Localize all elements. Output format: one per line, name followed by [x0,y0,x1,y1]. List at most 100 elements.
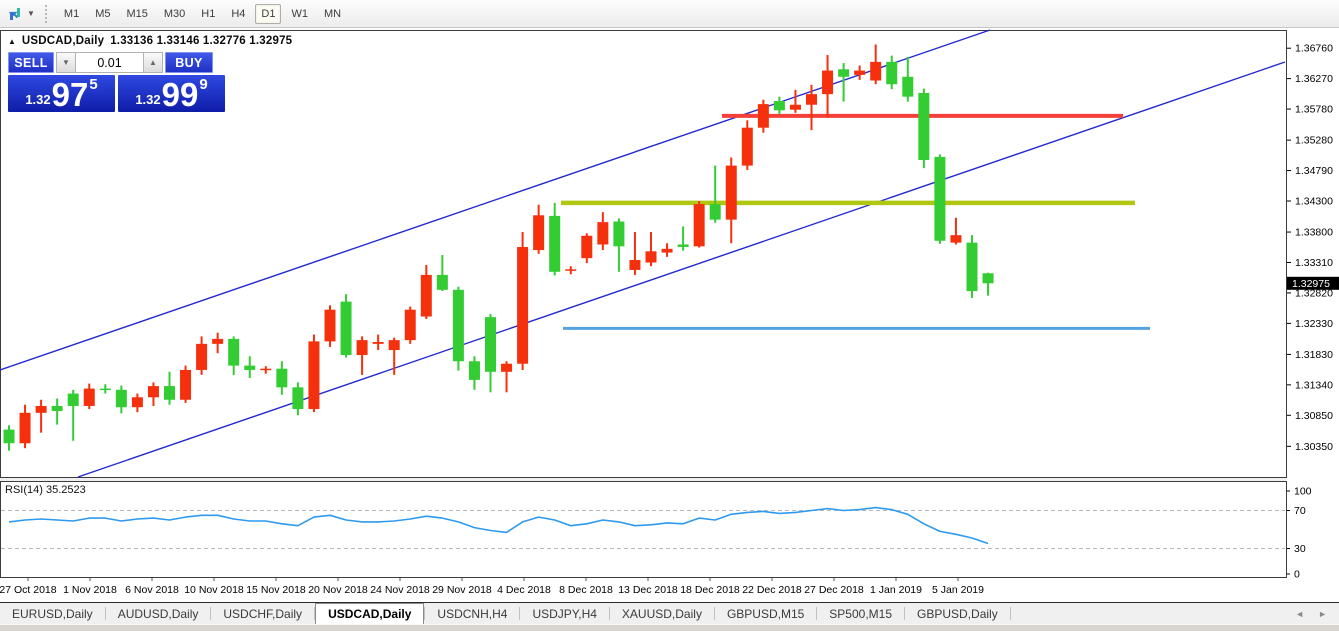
tab-nav-arrows: ◄ ► [1295,603,1339,624]
candle [693,201,705,248]
candle-body [533,215,545,251]
candle-body [340,301,352,356]
sell-price-big-digits: 97 [51,76,89,114]
candle-body [549,215,561,272]
chart-tab-xauusd-daily[interactable]: XAUUSD,Daily [621,606,702,621]
timeframe-button-h4[interactable]: H4 [231,7,246,20]
timeframe-button-m5[interactable]: M5 [95,7,111,20]
candle [388,337,400,375]
timeframe-button-mn[interactable]: MN [323,7,342,20]
candle [468,356,480,390]
date-axis-label: 13 Dec 2018 [618,584,678,596]
date-axis-label: 6 Nov 2018 [125,584,179,596]
candle [308,334,320,413]
candle-body [196,343,208,370]
candle-body [3,429,15,444]
candle-body [292,387,304,410]
candle [452,286,464,371]
candle-body [51,405,63,411]
buy-button-label: BUY [175,55,203,70]
candle [228,336,240,375]
candle-body [35,405,47,413]
chart-tab-usdjpy-h4[interactable]: USDJPY,H4 [532,606,597,621]
tab-separator [1009,607,1011,620]
buy-button[interactable]: BUY [165,52,213,73]
date-axis-label: 24 Nov 2018 [370,584,430,596]
candle [292,382,304,416]
price-axis: 1.36760 1.36270 1.35780 1.35280 1.34790 1.343… [1287,43,1339,453]
candle [485,314,496,393]
candle [83,383,95,410]
candle-body [950,235,962,243]
chevron-down-icon: ▼ [27,9,35,18]
tab-separator [210,607,212,620]
chart-tab-sp500-m15[interactable]: SP500,M15 [829,606,893,621]
price-axis-label: 1.30350 [1295,441,1333,453]
candle-body [629,260,641,270]
buy-price-panel[interactable]: 1.32 99 9 [118,75,225,112]
candle-body [741,127,753,166]
candle [436,255,448,292]
candle [501,361,513,393]
candle-body [870,61,882,81]
candle [741,120,753,170]
tab-separator [904,607,906,620]
timeframe-button-w1[interactable]: W1 [291,7,308,20]
volume-decrease-button[interactable]: ▼ [56,52,76,73]
candle [757,99,769,133]
trendline-channel-lower[interactable] [77,61,1286,478]
date-axis-label: 1 Jan 2019 [870,584,922,596]
candle [934,154,946,244]
chart-tab-eurusd-daily[interactable]: EURUSD,Daily [12,606,93,621]
sell-price-panel[interactable]: 1.32 97 5 [8,75,115,112]
date-axis-label: 22 Dec 2018 [742,584,802,596]
candle-body [372,341,384,344]
candle-body [276,368,288,388]
candle [661,243,673,257]
date-axis-label: 20 Nov 2018 [308,584,368,596]
candle [372,334,384,351]
candle-body [468,361,480,380]
tab-scroll-right-icon[interactable]: ► [1318,608,1327,619]
tab-separator [424,607,426,620]
candle [565,266,577,275]
candle [67,389,79,441]
candle [613,218,625,272]
tab-separator [314,607,316,620]
timeframe-button-d1[interactable]: D1 [255,3,282,24]
candle [164,371,175,405]
chart-tab-usdchf-daily[interactable]: USDCHF,Daily [223,606,303,621]
triangle-up-icon[interactable]: ▲ [8,36,16,46]
volume-increase-button[interactable]: ▲ [143,52,163,73]
candle [709,165,721,223]
timeframe-button-m15[interactable]: M15 [126,7,148,20]
chart-tab-gbpusd-m15[interactable]: GBPUSD,M15 [726,606,805,621]
chart-tab-usdcad-daily[interactable]: USDCAD,Daily [315,603,425,624]
timeframe-button-m30[interactable]: M30 [163,7,186,20]
tab-scroll-left-icon[interactable]: ◄ [1295,608,1305,619]
buy-price-prefix: 1.32 [135,92,161,107]
candle [147,382,159,406]
candle [131,393,143,413]
trade-arrows-toolbutton[interactable]: ▼ [7,6,35,22]
candle-body [420,274,432,317]
candle [629,232,641,275]
timeframe-button-m1[interactable]: M1 [63,7,80,20]
sell-button[interactable]: SELL [8,52,54,73]
price-axis-label: 1.35780 [1295,104,1333,116]
chart-tab-audusd-daily[interactable]: AUDUSD,Daily [117,606,199,621]
timeframe-button-h1[interactable]: H1 [201,7,216,20]
candle [886,55,898,90]
one-click-trading-widget: SELL ▼ ▲ BUY 1.32 97 5 1.32 99 9 [8,52,225,112]
date-axis-label: 27 Dec 2018 [804,584,864,596]
volume-input[interactable] [76,52,143,73]
candle [3,425,15,451]
candle [404,306,416,344]
trade-arrows-icon [9,7,20,20]
candle-body [501,363,513,372]
candle [420,264,432,320]
panel-splitter[interactable] [0,478,1286,481]
chart-tab-usdcnh-h4[interactable]: USDCNH,H4 [437,606,508,621]
chart-tab-gbpusd-daily[interactable]: GBPUSD,Daily [917,606,998,621]
